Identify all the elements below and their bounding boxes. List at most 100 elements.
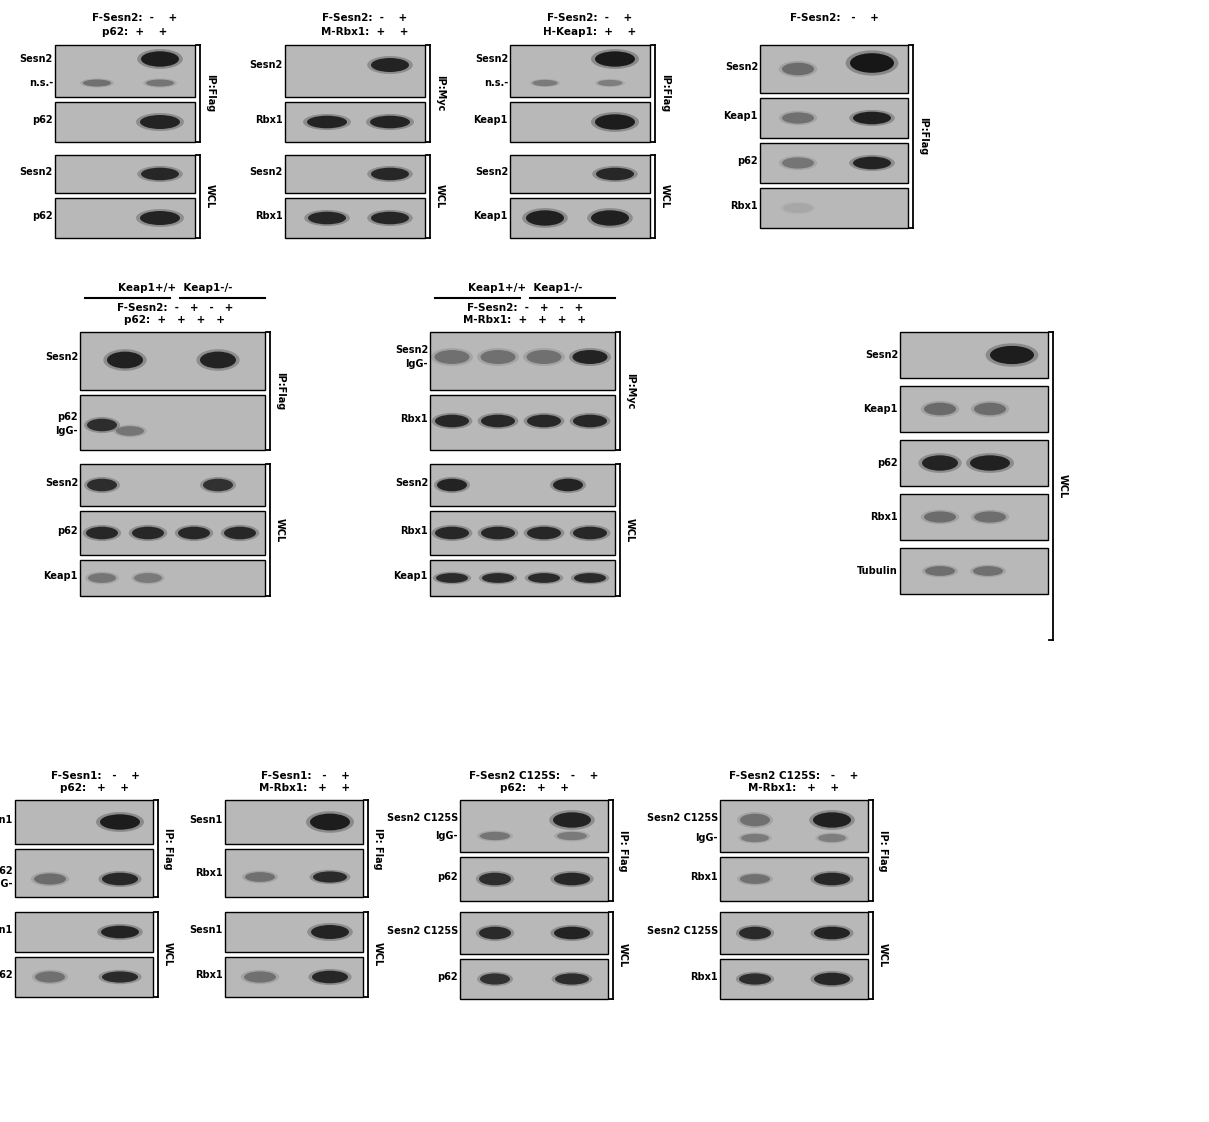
Ellipse shape	[368, 166, 412, 182]
Ellipse shape	[313, 872, 347, 883]
FancyBboxPatch shape	[721, 959, 868, 999]
Ellipse shape	[98, 969, 141, 984]
Ellipse shape	[87, 479, 117, 491]
Text: F-Sesn2:  -   +   -   +: F-Sesn2: - + - +	[467, 303, 583, 313]
Text: M-Rbx1:   +    +: M-Rbx1: + +	[260, 783, 351, 793]
Ellipse shape	[310, 870, 351, 884]
Ellipse shape	[135, 209, 184, 227]
Text: WCL: WCL	[374, 942, 383, 967]
Text: F-Sesn2 C125S:   -    +: F-Sesn2 C125S: - +	[729, 771, 858, 781]
Text: Rbx1: Rbx1	[870, 512, 898, 522]
Text: p62: p62	[57, 526, 79, 536]
Ellipse shape	[434, 350, 469, 364]
Ellipse shape	[303, 114, 351, 130]
Text: Rbx1: Rbx1	[730, 201, 758, 211]
Ellipse shape	[523, 525, 565, 541]
FancyBboxPatch shape	[80, 511, 265, 555]
Text: Tubulin: Tubulin	[857, 565, 898, 576]
FancyBboxPatch shape	[54, 197, 195, 238]
Text: IgG-: IgG-	[56, 426, 79, 436]
FancyBboxPatch shape	[899, 440, 1048, 486]
Text: p62: p62	[57, 412, 79, 422]
Ellipse shape	[737, 873, 773, 885]
Ellipse shape	[116, 426, 144, 436]
Ellipse shape	[782, 63, 814, 75]
Ellipse shape	[244, 972, 276, 983]
Ellipse shape	[481, 415, 515, 427]
Ellipse shape	[435, 526, 469, 540]
Ellipse shape	[311, 925, 349, 939]
Ellipse shape	[550, 871, 594, 888]
Text: Sesn1: Sesn1	[190, 815, 222, 825]
Ellipse shape	[592, 166, 638, 182]
Ellipse shape	[780, 202, 816, 214]
Ellipse shape	[104, 349, 146, 370]
Ellipse shape	[83, 417, 120, 433]
Text: IP: Flag: IP: Flag	[878, 829, 887, 872]
Ellipse shape	[114, 425, 146, 438]
Ellipse shape	[478, 830, 513, 842]
Ellipse shape	[221, 525, 259, 541]
Text: Sesn2: Sesn2	[724, 62, 758, 72]
FancyBboxPatch shape	[721, 857, 868, 901]
Ellipse shape	[199, 351, 236, 368]
Text: Sesn2: Sesn2	[45, 352, 79, 362]
FancyBboxPatch shape	[430, 395, 615, 450]
Text: n.s.-: n.s.-	[29, 79, 53, 88]
Ellipse shape	[595, 52, 635, 66]
FancyBboxPatch shape	[15, 957, 154, 997]
Text: Sesn2 C125S: Sesn2 C125S	[647, 926, 718, 936]
Text: IP:Myc: IP:Myc	[435, 75, 445, 112]
Ellipse shape	[550, 925, 594, 941]
FancyBboxPatch shape	[899, 494, 1048, 540]
Ellipse shape	[242, 871, 278, 883]
Ellipse shape	[371, 167, 409, 181]
Ellipse shape	[571, 572, 609, 585]
Ellipse shape	[588, 208, 632, 228]
Ellipse shape	[88, 573, 116, 583]
FancyBboxPatch shape	[459, 857, 608, 901]
Text: p62:   +    +: p62: + +	[60, 783, 129, 793]
Ellipse shape	[569, 525, 611, 541]
Text: IgG-: IgG-	[0, 879, 13, 889]
Text: F-Sesn1:   -    +: F-Sesn1: - +	[51, 771, 139, 781]
Ellipse shape	[810, 971, 854, 987]
Text: F-Sesn2:   -    +: F-Sesn2: - +	[789, 13, 879, 22]
Ellipse shape	[554, 830, 590, 842]
Text: Sesn2: Sesn2	[475, 167, 508, 177]
Ellipse shape	[146, 80, 174, 86]
Ellipse shape	[739, 974, 771, 985]
Text: n.s.-: n.s.-	[484, 79, 508, 88]
Ellipse shape	[102, 926, 139, 938]
Ellipse shape	[973, 567, 1003, 576]
Ellipse shape	[814, 873, 850, 885]
FancyBboxPatch shape	[285, 155, 426, 193]
FancyBboxPatch shape	[15, 800, 154, 844]
Text: p62: p62	[737, 156, 758, 166]
FancyBboxPatch shape	[285, 102, 426, 142]
FancyBboxPatch shape	[510, 197, 650, 238]
Ellipse shape	[782, 112, 814, 123]
Ellipse shape	[430, 348, 473, 366]
Ellipse shape	[597, 80, 623, 86]
Ellipse shape	[591, 112, 640, 132]
Ellipse shape	[810, 871, 854, 888]
Ellipse shape	[371, 212, 409, 224]
Ellipse shape	[549, 810, 595, 830]
Ellipse shape	[100, 815, 140, 829]
Text: Sesn2: Sesn2	[250, 167, 283, 177]
Text: WCL: WCL	[618, 944, 627, 967]
Text: F-Sesn2:  -    +: F-Sesn2: - +	[323, 13, 407, 22]
Ellipse shape	[436, 573, 468, 583]
Ellipse shape	[782, 157, 814, 168]
Ellipse shape	[551, 972, 592, 986]
Ellipse shape	[595, 79, 625, 88]
Text: p62:  +   +   +   +: p62: + + + +	[125, 315, 226, 325]
Ellipse shape	[224, 526, 256, 540]
Ellipse shape	[779, 111, 817, 126]
Ellipse shape	[245, 872, 274, 882]
Ellipse shape	[809, 810, 855, 830]
Text: M-Rbx1:  +    +: M-Rbx1: + +	[322, 27, 409, 37]
Ellipse shape	[143, 79, 177, 88]
Ellipse shape	[741, 834, 769, 843]
